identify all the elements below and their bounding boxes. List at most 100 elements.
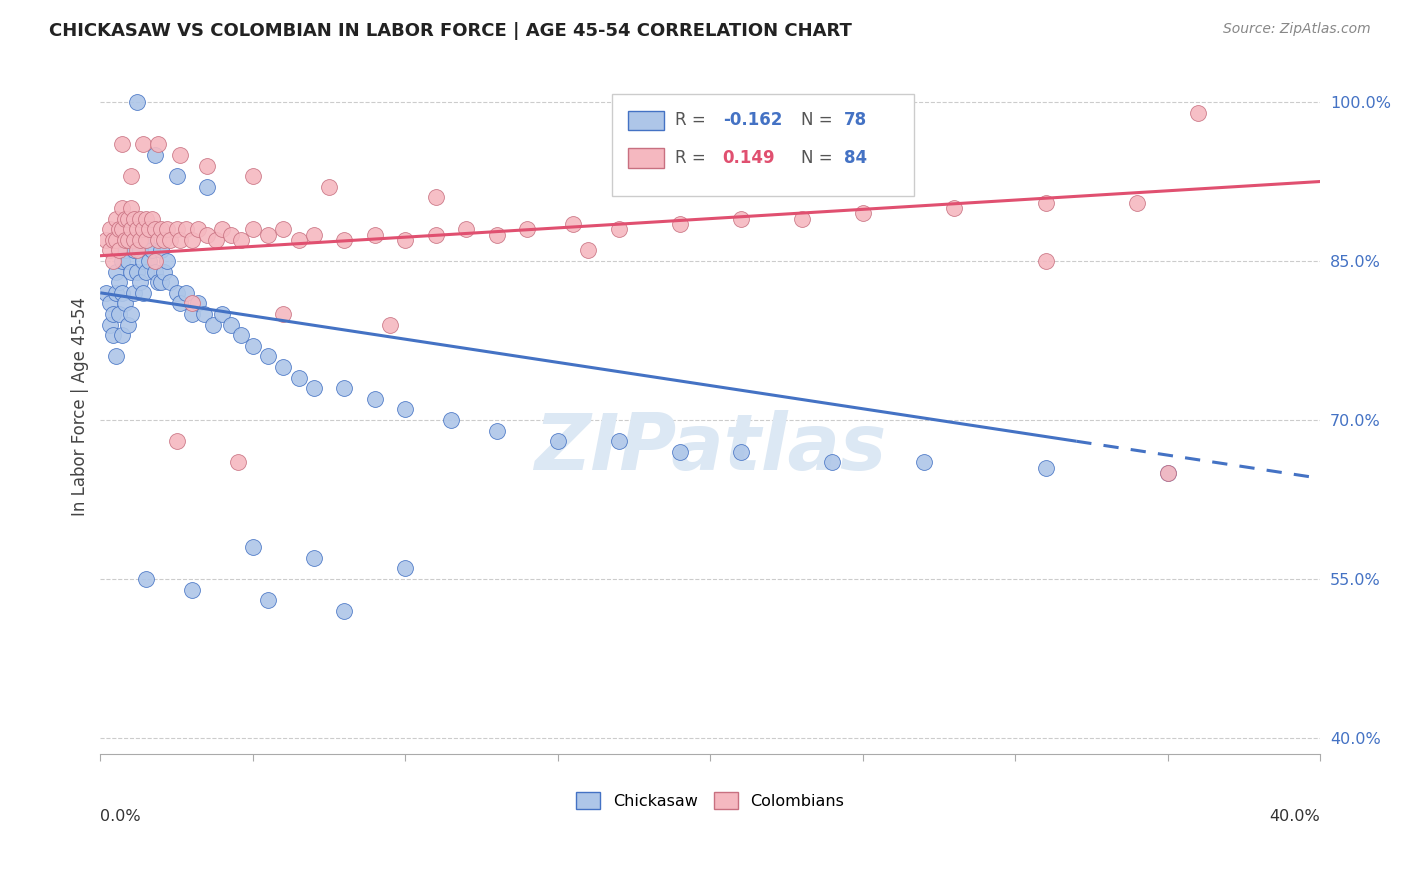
Point (111, 254, 134, 268)
Point (120, 307, 142, 321)
Text: 78: 78 (844, 112, 866, 129)
Point (98, 296, 121, 310)
Point (143, 254, 166, 268)
Point (169, 233, 191, 247)
Point (111, 222, 134, 236)
Point (129, 233, 152, 247)
Point (138, 222, 160, 236)
Point (143, 265, 166, 279)
Text: CHICKASAW VS COLOMBIAN IN LABOR FORCE | AGE 45-54 CORRELATION CHART: CHICKASAW VS COLOMBIAN IN LABOR FORCE | … (49, 22, 852, 40)
Text: 84: 84 (844, 149, 866, 167)
Point (257, 350, 280, 364)
Point (180, 307, 202, 321)
Point (193, 307, 215, 321)
Point (135, 572, 157, 586)
Point (273, 359, 295, 374)
Point (120, 265, 142, 279)
Point (104, 285, 127, 300)
Text: N =: N = (801, 149, 838, 167)
Point (180, 233, 202, 247)
Point (101, 254, 124, 268)
Point (1157, 466, 1180, 480)
Point (156, 254, 179, 268)
Point (187, 222, 209, 236)
Point (141, 211, 163, 226)
Point (242, 222, 264, 236)
Point (257, 593, 280, 607)
Point (821, 455, 844, 469)
Point (394, 233, 416, 247)
Point (943, 201, 966, 215)
Point (516, 222, 538, 236)
Point (440, 413, 463, 427)
Point (96, 285, 118, 300)
Point (143, 222, 166, 236)
Point (242, 169, 264, 184)
Point (790, 211, 813, 226)
Text: 40.0%: 40.0% (1270, 809, 1320, 824)
Point (576, 244, 599, 258)
Point (287, 233, 309, 247)
Point (221, 318, 243, 332)
Point (98, 318, 121, 332)
Point (1035, 254, 1057, 268)
Point (125, 233, 148, 247)
Point (120, 233, 142, 247)
Point (111, 285, 134, 300)
Point (302, 227, 325, 242)
Point (117, 233, 139, 247)
Point (166, 434, 188, 449)
Point (364, 227, 387, 242)
Point (287, 370, 309, 384)
Point (166, 222, 188, 236)
Point (226, 455, 249, 469)
Point (187, 296, 209, 310)
Point (117, 318, 139, 332)
Point (132, 285, 155, 300)
Point (425, 190, 447, 204)
Point (101, 328, 124, 343)
Point (159, 275, 181, 289)
Point (125, 244, 148, 258)
Point (229, 233, 252, 247)
Point (852, 206, 875, 220)
Point (364, 392, 387, 406)
Text: N =: N = (801, 112, 838, 129)
Text: R =: R = (675, 112, 711, 129)
Point (485, 227, 508, 242)
Point (98, 222, 121, 236)
Point (120, 201, 142, 215)
Point (333, 604, 356, 618)
Point (211, 307, 233, 321)
Point (174, 285, 197, 300)
Point (394, 402, 416, 417)
Point (135, 211, 157, 226)
Point (730, 211, 752, 226)
Point (129, 244, 152, 258)
Text: 0.0%: 0.0% (100, 809, 141, 824)
Point (104, 233, 127, 247)
Legend: Chickasaw, Colombians: Chickasaw, Colombians (569, 786, 851, 815)
Point (302, 550, 325, 565)
Point (1035, 460, 1057, 475)
Point (114, 296, 136, 310)
Point (153, 265, 176, 279)
Point (104, 211, 127, 226)
Point (180, 296, 202, 310)
Point (257, 227, 280, 242)
Text: -0.162: -0.162 (723, 112, 782, 129)
Point (242, 540, 264, 554)
Point (912, 455, 935, 469)
Point (1157, 466, 1180, 480)
Point (195, 179, 218, 194)
Point (456, 222, 478, 236)
Point (129, 275, 152, 289)
Point (132, 254, 155, 268)
Y-axis label: In Labor Force | Age 45-54: In Labor Force | Age 45-54 (72, 297, 89, 516)
Point (117, 211, 139, 226)
Point (96, 233, 118, 247)
Point (125, 265, 148, 279)
Point (730, 445, 752, 459)
Point (125, 95, 148, 109)
Point (273, 307, 295, 321)
